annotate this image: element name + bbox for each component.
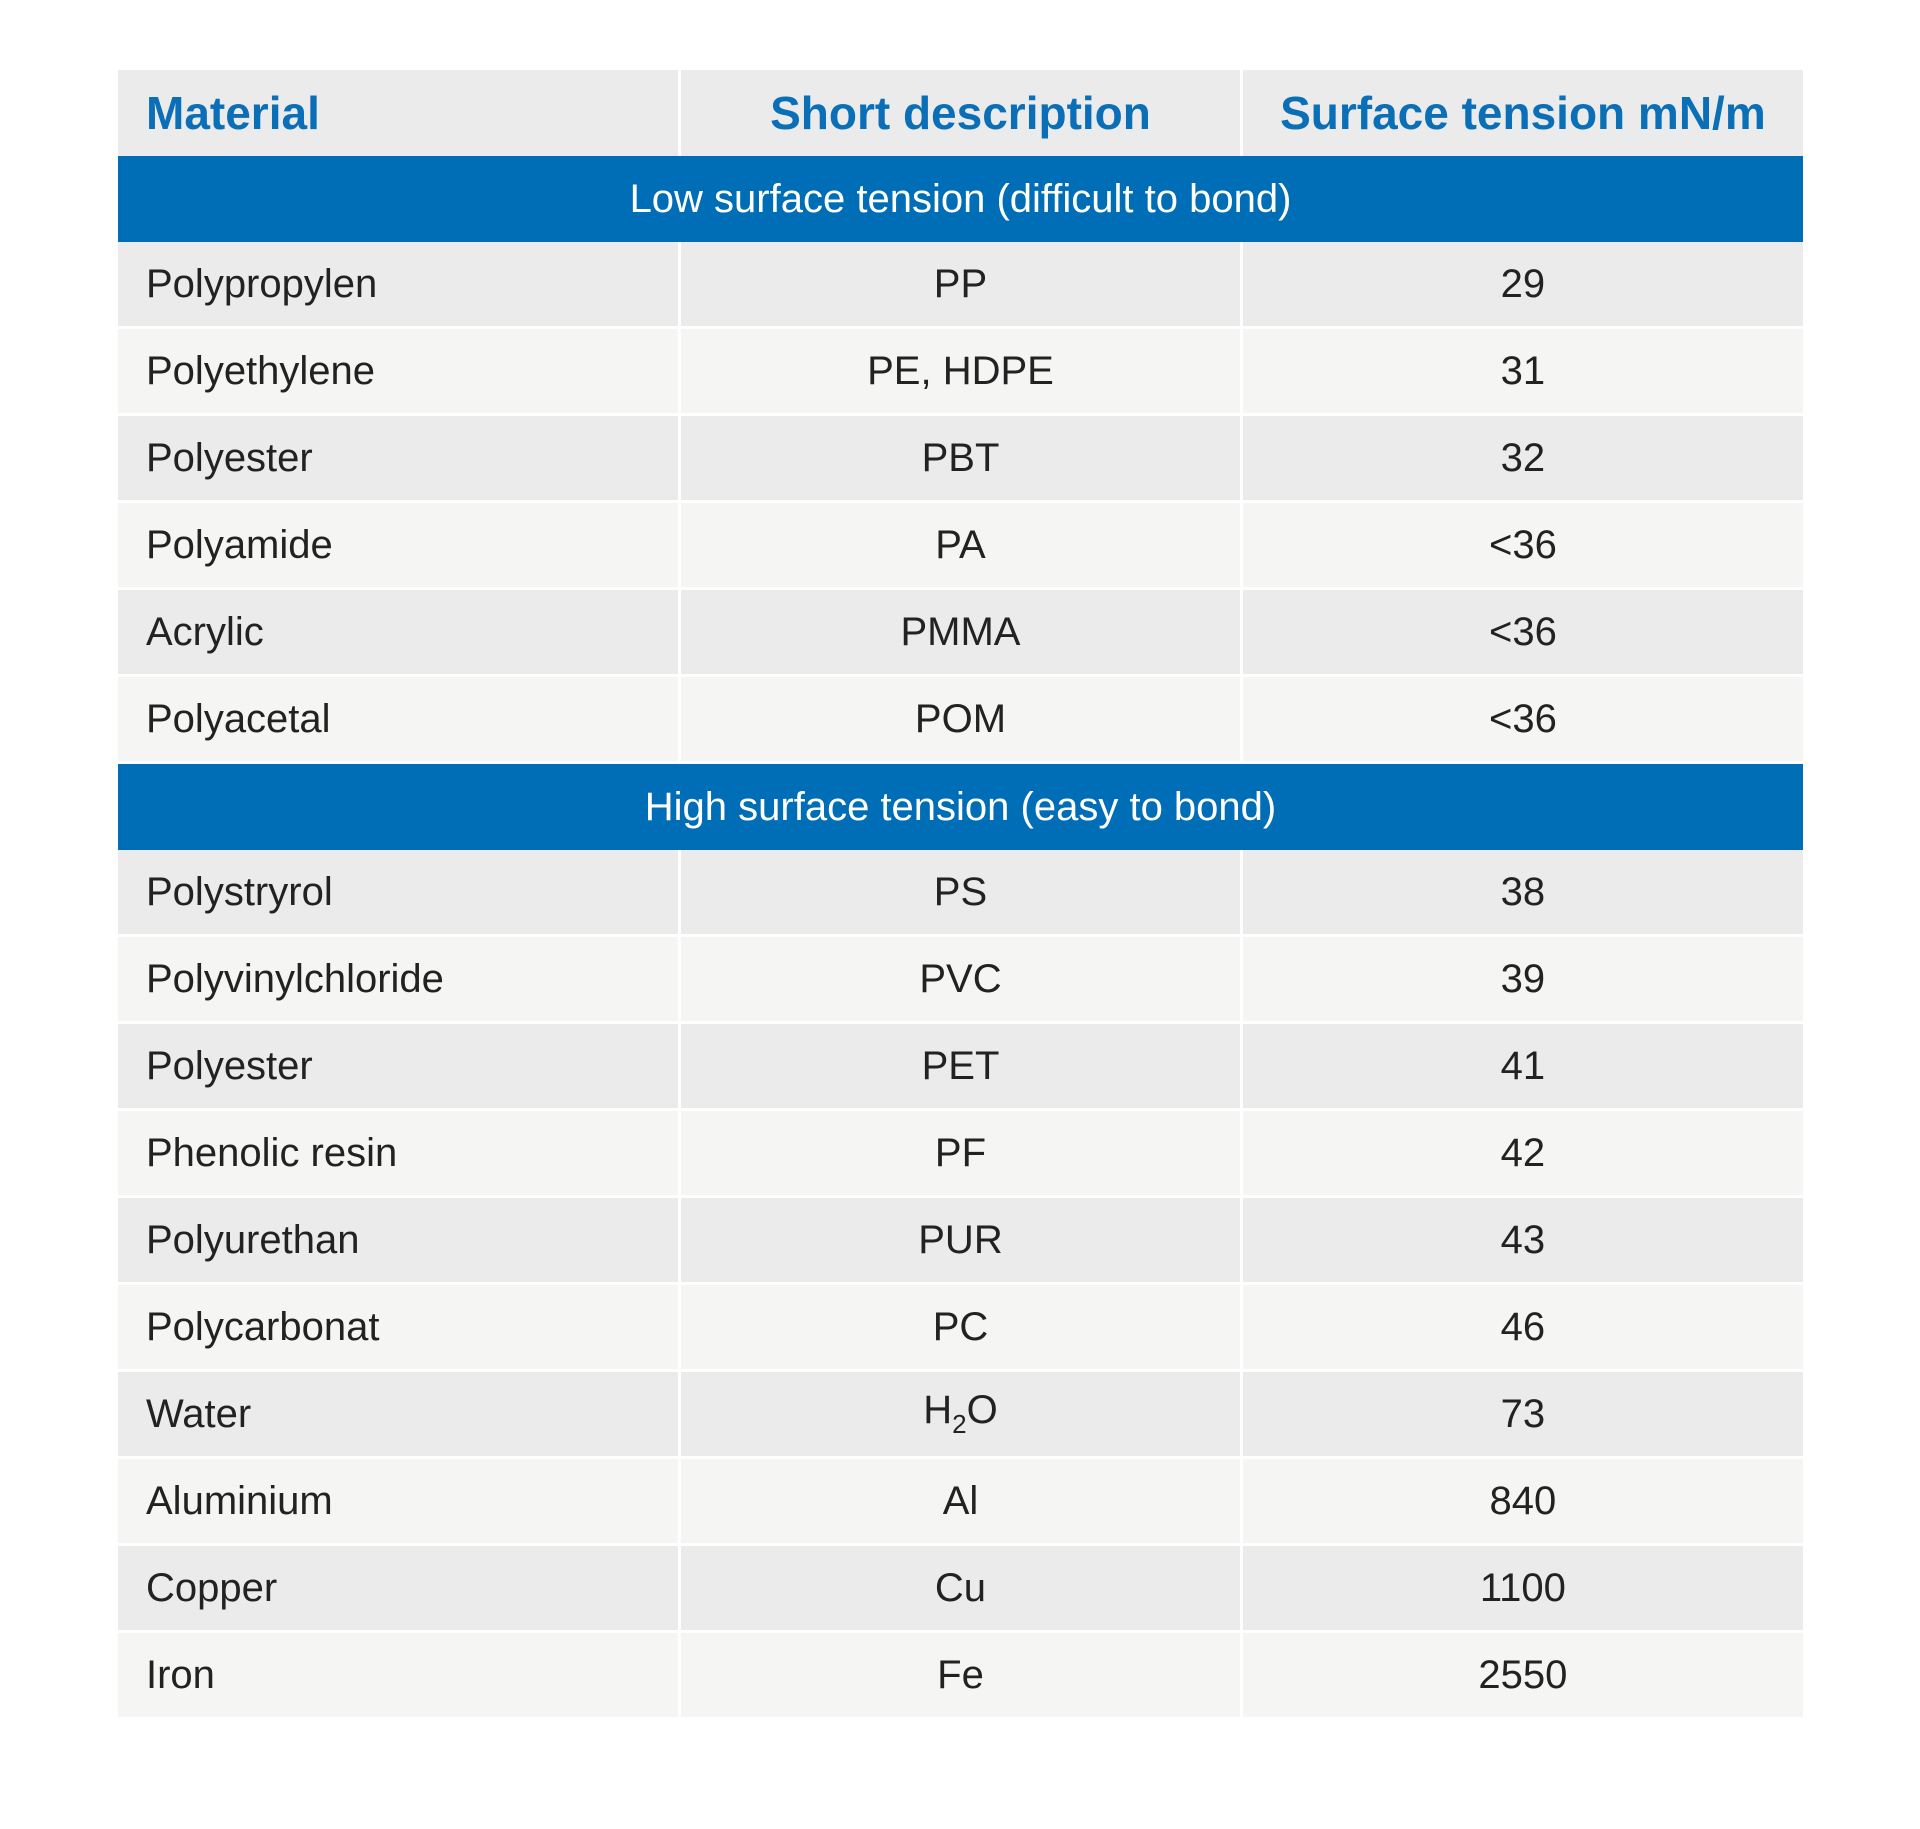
cell: 46 xyxy=(1239,1283,1803,1372)
cell: Phenolic resin xyxy=(118,1109,682,1198)
data-row: Acrylic PMMA <36 xyxy=(118,588,1803,677)
section-title: Low surface tension (difficult to bond) xyxy=(118,156,1803,242)
cell: Polycarbonat xyxy=(118,1283,682,1372)
data-row: Polyester PET 41 xyxy=(118,1022,1803,1111)
cell: Water xyxy=(118,1370,682,1459)
cell: PA xyxy=(678,501,1243,590)
data-row: Polyester PBT 32 xyxy=(118,414,1803,503)
cell: PET xyxy=(678,1022,1243,1111)
cell: Polyamide xyxy=(118,501,682,590)
cell: Polyester xyxy=(118,414,682,503)
cell: Polyester xyxy=(118,1022,682,1111)
cell: 38 xyxy=(1239,850,1803,937)
cell: POM xyxy=(678,675,1243,764)
cell: Fe xyxy=(678,1631,1243,1720)
cell: PUR xyxy=(678,1196,1243,1285)
cell: Al xyxy=(678,1457,1243,1546)
cell: 29 xyxy=(1239,242,1803,329)
column-header: Short description xyxy=(678,70,1243,156)
header-row: Material Short description Surface tension… xyxy=(118,70,1803,156)
cell: PE, HDPE xyxy=(678,327,1243,416)
cell: 840 xyxy=(1239,1457,1803,1546)
cell: <36 xyxy=(1239,588,1803,677)
section-row: Low surface tension (difficult to bond) xyxy=(118,156,1803,242)
column-header: Material xyxy=(118,70,682,156)
data-row: Polystryrol PS 38 xyxy=(118,850,1803,937)
data-row: Polyurethan PUR 43 xyxy=(118,1196,1803,1285)
cell: Polystryrol xyxy=(118,850,682,937)
data-row: Polyethylene PE, HDPE 31 xyxy=(118,327,1803,416)
cell: Aluminium xyxy=(118,1457,682,1546)
cell: PP xyxy=(678,242,1243,329)
cell: 43 xyxy=(1239,1196,1803,1285)
cell: PF xyxy=(678,1109,1243,1198)
cell: Cu xyxy=(678,1544,1243,1633)
data-row: Polyamide PA <36 xyxy=(118,501,1803,590)
cell: 31 xyxy=(1239,327,1803,416)
cell: PC xyxy=(678,1283,1243,1372)
data-row: Polyacetal POM <36 xyxy=(118,675,1803,764)
cell: Polyethylene xyxy=(118,327,682,416)
data-row: Aluminium Al 840 xyxy=(118,1457,1803,1546)
cell: H2O xyxy=(678,1370,1243,1459)
cell: 39 xyxy=(1239,935,1803,1024)
cell: PS xyxy=(678,850,1243,937)
data-row: Phenolic resin PF 42 xyxy=(118,1109,1803,1198)
cell: 42 xyxy=(1239,1109,1803,1198)
data-row: Polycarbonat PC 46 xyxy=(118,1283,1803,1372)
cell: PBT xyxy=(678,414,1243,503)
data-row: Polypropylen PP 29 xyxy=(118,242,1803,329)
cell: <36 xyxy=(1239,675,1803,764)
table-body: Low surface tension (difficult to bond) P… xyxy=(118,156,1803,1720)
cell: 2550 xyxy=(1239,1631,1803,1720)
cell: 32 xyxy=(1239,414,1803,503)
cell: PMMA xyxy=(678,588,1243,677)
surface-tension-table: Material Short description Surface tension… xyxy=(118,70,1803,1720)
cell: Polyacetal xyxy=(118,675,682,764)
cell: Polypropylen xyxy=(118,242,682,329)
cell: Copper xyxy=(118,1544,682,1633)
cell: Polyvinylchloride xyxy=(118,935,682,1024)
cell: 73 xyxy=(1239,1370,1803,1459)
cell: <36 xyxy=(1239,501,1803,590)
column-header: Surface tension mN/m xyxy=(1239,70,1803,156)
data-row: Copper Cu 1100 xyxy=(118,1544,1803,1633)
formula-subscript: 2 xyxy=(952,1409,967,1439)
data-row: Iron Fe 2550 xyxy=(118,1631,1803,1720)
formula-base: H xyxy=(923,1388,953,1432)
data-row: Polyvinylchloride PVC 39 xyxy=(118,935,1803,1024)
cell: Acrylic xyxy=(118,588,682,677)
cell: Iron xyxy=(118,1631,682,1720)
cell: 1100 xyxy=(1239,1544,1803,1633)
formula-rest: O xyxy=(966,1388,998,1432)
data-row: Water H2O 73 xyxy=(118,1370,1803,1459)
cell: 41 xyxy=(1239,1022,1803,1111)
cell: Polyurethan xyxy=(118,1196,682,1285)
section-row: High surface tension (easy to bond) xyxy=(118,762,1803,850)
cell: PVC xyxy=(678,935,1243,1024)
section-title: High surface tension (easy to bond) xyxy=(118,762,1803,850)
